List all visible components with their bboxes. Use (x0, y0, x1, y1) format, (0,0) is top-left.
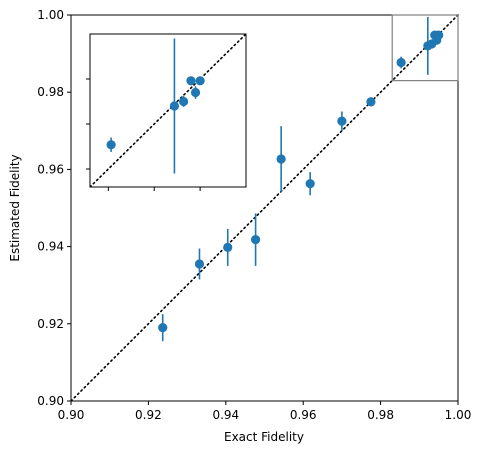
y-tick-label: 0.92 (37, 317, 64, 331)
inset-reference-line (90, 34, 246, 187)
data-point (276, 154, 286, 164)
inset-data-point (195, 76, 205, 86)
y-tick-label: 0.98 (37, 85, 64, 99)
x-tick-label: 1.00 (445, 408, 472, 422)
data-point (434, 30, 444, 40)
main-plot: 0.90 0.92 0.94 0.96 0.98 1.00 0.90 0.92 0.94 0.96… (37, 8, 471, 422)
y-tick-label: 1.00 (37, 8, 64, 22)
data-point (158, 323, 168, 333)
y-tick-label: 0.90 (37, 394, 64, 408)
data-point (337, 116, 347, 126)
inset-data-point (169, 101, 180, 111)
y-tick-label: 0.96 (37, 162, 64, 176)
x-tick-label: 0.96 (290, 408, 317, 422)
inset-plot (86, 33, 247, 191)
data-point (250, 235, 261, 245)
data-point (223, 242, 233, 252)
inset-frame (89, 33, 247, 188)
x-tick-label: 0.94 (212, 408, 239, 422)
x-axis-label: Exact Fidelity (224, 430, 304, 444)
inset-content (90, 34, 246, 187)
inset-data-point (186, 76, 196, 86)
data-point (194, 259, 205, 269)
data-point (396, 57, 406, 68)
x-tick-label: 0.98 (367, 408, 394, 422)
inset-data-point (190, 87, 201, 98)
plot-frame (70, 14, 459, 402)
x-tick-label: 0.92 (135, 408, 162, 422)
inset-data-point (179, 96, 189, 107)
zoom-box (391, 14, 459, 82)
reference-line (70, 14, 459, 402)
x-tick-label: 0.90 (58, 408, 85, 422)
zoom-region-indicator (391, 14, 459, 82)
data-point (305, 179, 315, 189)
y-axis-label: Estimated Fidelity (8, 154, 22, 261)
inset-data-point (106, 140, 116, 150)
y-tick-label: 0.94 (37, 240, 64, 254)
data-point (366, 97, 376, 107)
